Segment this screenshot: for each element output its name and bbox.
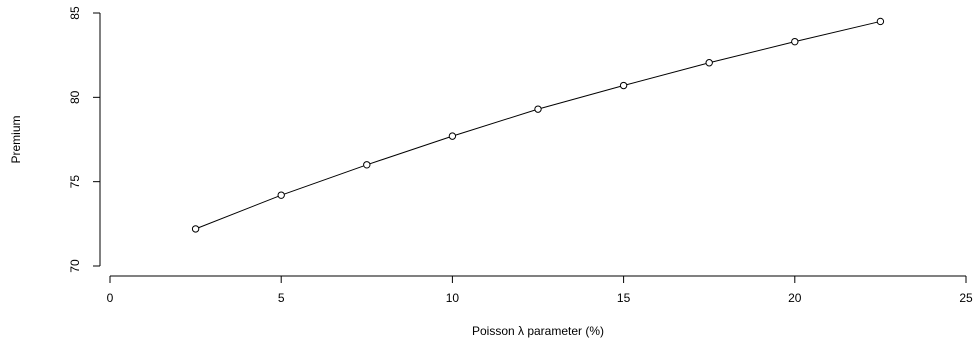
y-tick-label: 70: [68, 259, 82, 273]
x-axis: 0 5 10 15 20 25: [107, 275, 973, 305]
data-point: [277, 191, 285, 199]
x-tick-label: 20: [788, 291, 802, 305]
data-point: [448, 132, 457, 140]
x-tick-label: 0: [107, 291, 114, 305]
y-tick-label: 80: [68, 90, 82, 104]
y-ticks: 70 75 80 85: [68, 6, 100, 273]
y-axis: 70 75 80 85: [68, 6, 101, 273]
plot-area: [191, 17, 885, 233]
x-tick-label: 10: [446, 291, 460, 305]
x-ticks: 0 5 10 15 20 25: [107, 276, 973, 305]
x-tick-label: 25: [959, 291, 973, 305]
data-point: [363, 161, 371, 169]
data-point: [534, 105, 542, 113]
x-tick-label: 5: [278, 291, 285, 305]
y-tick-label: 75: [68, 175, 82, 189]
y-axis-title: Premium: [9, 115, 23, 163]
data-point: [619, 81, 628, 90]
series-line: [195, 20, 881, 230]
data-point: [876, 17, 885, 26]
x-axis-title: Poisson λ parameter (%): [472, 324, 604, 338]
y-tick-label: 85: [68, 6, 82, 20]
x-tick-label: 15: [617, 291, 631, 305]
data-point: [191, 225, 200, 233]
data-point: [705, 59, 713, 67]
data-point: [791, 37, 799, 46]
data-points: [191, 17, 885, 233]
